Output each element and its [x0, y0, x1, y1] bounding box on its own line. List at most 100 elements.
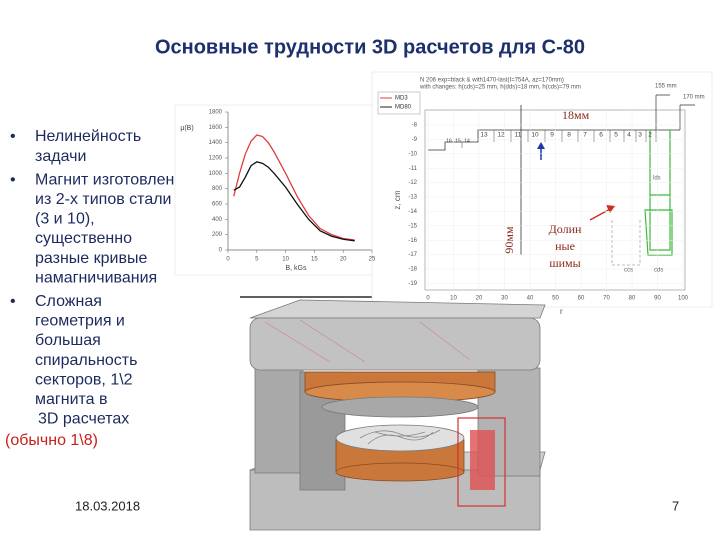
r-tick-label: 40: [527, 296, 534, 302]
r-tick-label: 30: [501, 296, 508, 302]
x-tick-label: 5: [255, 257, 259, 263]
x-tick-label: 25: [369, 257, 376, 263]
dimension-label: 155 mm: [655, 84, 677, 90]
bullet-line: Нелинейность: [35, 128, 141, 145]
x-tick-label: 0: [226, 257, 230, 263]
legend-label: MD80: [395, 105, 412, 111]
geometry-header: N 206 exp=black & with1470-last(I=754A, …: [420, 78, 564, 84]
geometry-header: with changes: h(cds)=25 mm, h(dds)=18 mm…: [419, 85, 581, 91]
geometry-plot: [424, 109, 686, 291]
top-yoke: [249, 317, 541, 371]
z-tick-label: -16: [408, 238, 417, 244]
bh-chart-frame: [174, 104, 381, 276]
dimension-lines: [655, 94, 695, 130]
slide-title: Основные трудности 3D расчетов для С-80: [155, 36, 585, 58]
r-tick-label: 70: [603, 296, 610, 302]
sector-number: 8: [567, 132, 571, 139]
z-axis-label: z, cm: [393, 190, 402, 209]
sector-number: 12: [497, 132, 505, 139]
note: (обычно 1\8): [5, 432, 98, 449]
region-label: ccs: [624, 268, 633, 274]
sector-number: 9: [550, 132, 554, 139]
r-tick-label: 100: [678, 296, 689, 302]
bh-curve: [233, 161, 355, 242]
legend-label: MD3: [395, 96, 408, 102]
mesh-hint: [264, 319, 471, 363]
bullet-line: секторов, 1\2: [35, 371, 133, 388]
sector-number: 7: [583, 132, 587, 139]
z-tick-label: -8: [412, 123, 418, 129]
y-tick-label: 1400: [209, 140, 223, 146]
valley-depth: 90мм: [502, 226, 516, 254]
blue-arrow-head: [537, 142, 545, 149]
bullet-line: спиральность: [35, 352, 137, 369]
sector-number: 4: [627, 132, 631, 139]
y-tick-label: 1200: [209, 156, 223, 162]
bullet-line: существенно: [35, 230, 132, 247]
z-tick-label: -18: [408, 267, 417, 273]
r-tick-label: 10: [450, 296, 457, 302]
bullet-line: геометрия и: [35, 313, 125, 330]
valley-shims: шимы: [549, 256, 580, 270]
z-tick-label: -17: [408, 252, 417, 258]
bullet-line: Сложная: [35, 293, 102, 310]
red-arrow-head: [606, 205, 615, 213]
r-tick-label: 50: [552, 296, 559, 302]
bullet-dot: •: [10, 171, 16, 188]
z-tick-label: -13: [408, 195, 417, 201]
bullet-line: разные кривые: [35, 250, 147, 267]
geometry-frame: [371, 71, 713, 308]
r-tick-label: 20: [476, 296, 483, 302]
z-tick-label: -19: [408, 281, 417, 287]
x-axis-label: B, kGs: [285, 265, 307, 272]
bullet-line: (3 и 10),: [35, 211, 95, 228]
y-tick-label: 0: [219, 248, 223, 254]
z-tick-label: -14: [408, 209, 417, 215]
dimension-label: 170 mm: [683, 95, 705, 101]
r-tick-label: 80: [629, 296, 636, 302]
magnet-model: [249, 299, 546, 531]
y-tick-label: 1800: [209, 110, 223, 116]
y-axis-label: μ(B): [180, 125, 193, 132]
z-tick-label: -15: [408, 223, 417, 229]
sector-number: 3: [638, 132, 642, 139]
coil-lead-box: [457, 417, 506, 507]
sector-number: 6: [599, 132, 603, 139]
y-tick-label: 800: [212, 186, 223, 192]
y-tick-label: 600: [212, 202, 223, 208]
sector-number: 10: [531, 132, 539, 139]
r-tick-label: 60: [578, 296, 585, 302]
bh-curve: [233, 134, 355, 241]
y-tick-label: 1600: [209, 125, 223, 131]
red-arrow: [589, 207, 613, 221]
z-tick-label: -9: [412, 137, 418, 143]
bullet-line: задачи: [35, 148, 86, 165]
lower-pole: [335, 424, 465, 452]
z-tick-label: -12: [408, 180, 417, 186]
z-tick-label: -11: [409, 166, 418, 172]
footer-date: 18.03.2018: [75, 498, 140, 513]
sector-number: 16: [446, 138, 452, 144]
bullet-line: 3D расчетах: [38, 411, 129, 428]
valley-shims: Долин: [549, 222, 582, 236]
bullet-line: Магнит изготовлен: [35, 171, 174, 188]
sector-number: 14: [464, 138, 470, 144]
coil-lead: [470, 430, 495, 490]
shim-height: 18мм: [562, 108, 590, 122]
region-label: lds: [653, 176, 661, 182]
r-tick-label: 0: [426, 296, 430, 302]
valley-shims: ные: [555, 239, 575, 253]
sector-number: 11: [515, 132, 522, 139]
y-tick-label: 1000: [209, 171, 223, 177]
r-axis-label: r: [560, 307, 563, 316]
z-tick-label: -10: [408, 151, 417, 157]
bullet-line: магнита в: [35, 391, 108, 408]
x-tick-label: 20: [340, 257, 347, 263]
pole-contour: [428, 129, 680, 151]
y-tick-label: 400: [212, 217, 223, 223]
bullet-line: из 2-х типов стали: [35, 191, 171, 208]
sector-number: 13: [480, 132, 488, 139]
sector-number: 15: [455, 138, 461, 144]
